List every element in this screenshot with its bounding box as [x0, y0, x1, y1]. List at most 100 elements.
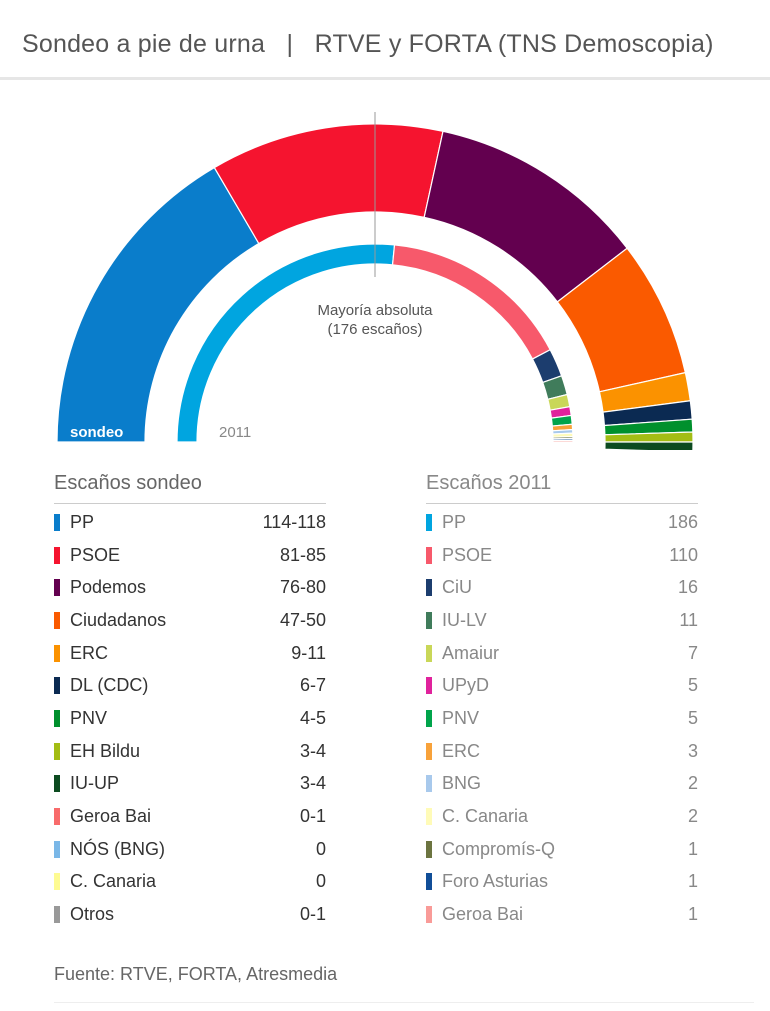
party-seats: 4-5 — [299, 707, 326, 728]
party-color-swatch — [426, 513, 432, 531]
inner-ring-label: 2011 — [219, 424, 251, 441]
header: Sondeo a pie de urna | RTVE y FORTA (TNS… — [0, 0, 770, 80]
party-name: PNV — [70, 707, 108, 728]
party-color-swatch — [426, 742, 432, 760]
party-color-swatch — [426, 611, 432, 629]
table-row: Ciudadanos 47-50 — [54, 604, 326, 637]
source-note: Fuente: RTVE, FORTA, Atresmedia — [54, 964, 338, 984]
party-name: ERC — [442, 740, 481, 761]
table-row: PSOE 81-85 — [54, 539, 326, 572]
table-row: ERC 3 — [426, 735, 698, 768]
seats-table-2011: Escaños 2011 PP 186 PSOE 110 CiU 16 IU-LV 11 Ama… — [426, 472, 698, 931]
party-name: Otros — [70, 904, 115, 925]
parliament-chart: Mayoría absoluta (176 escaños) sondeo 2011 — [0, 100, 770, 450]
table-row: C. Canaria 0 — [54, 866, 326, 899]
party-seats: 0 — [315, 838, 326, 859]
party-name: Compromís-Q — [442, 838, 556, 859]
table-row: PNV 5 — [426, 702, 698, 735]
seat-segment-iu-up — [604, 441, 694, 450]
party-color-swatch — [426, 808, 432, 826]
party-seats: 3-4 — [299, 773, 326, 794]
party-color-swatch — [426, 677, 432, 695]
table-row: PP 114-118 — [54, 506, 326, 539]
seat-segment-psoe — [213, 123, 444, 245]
table-row: CiU 16 — [426, 571, 698, 604]
table-row: Podemos 76-80 — [54, 571, 326, 604]
table-row: Amaiur 7 — [426, 637, 698, 670]
party-name: Ciudadanos — [70, 609, 167, 630]
table-row: PSOE 110 — [426, 539, 698, 572]
party-name: C. Canaria — [442, 806, 529, 827]
party-color-swatch — [426, 546, 432, 564]
party-name: PP — [442, 511, 467, 532]
party-name: Podemos — [70, 577, 147, 598]
table-row: Compromís-Q 1 — [426, 833, 698, 866]
seats-table-sondeo: Escaños sondeo PP 114-118 PSOE 81-85 Podemos… — [54, 472, 326, 931]
table-row: Foro Asturias 1 — [426, 866, 698, 899]
party-seats: 2 — [687, 806, 698, 827]
party-seats: 6-7 — [299, 675, 326, 696]
party-name: IU-UP — [70, 773, 119, 794]
table-row: DL (CDC) 6-7 — [54, 669, 326, 702]
party-color-swatch — [426, 906, 432, 924]
table-row: PP 186 — [426, 506, 698, 539]
party-name: PP — [70, 511, 95, 532]
table-row: Geroa Bai 0-1 — [54, 800, 326, 833]
party-color-swatch — [426, 775, 432, 793]
party-color-swatch — [54, 873, 60, 891]
party-seats: 5 — [687, 707, 698, 728]
party-name: BNG — [442, 773, 482, 794]
party-seats: 186 — [667, 511, 698, 532]
party-color-swatch — [54, 840, 60, 858]
party-color-swatch — [426, 873, 432, 891]
party-seats: 1 — [687, 871, 698, 892]
table-row: EH Bildu 3-4 — [54, 735, 326, 768]
table-row: PNV 4-5 — [54, 702, 326, 735]
party-seats: 9-11 — [291, 642, 326, 663]
party-seats: 1 — [687, 838, 698, 859]
footer-divider — [54, 1002, 754, 1003]
table-row: IU-LV 11 — [426, 604, 698, 637]
seat-segment-pp — [56, 166, 260, 443]
party-seats: 110 — [669, 544, 698, 565]
party-seats: 47-50 — [279, 609, 326, 630]
table-row: C. Canaria 2 — [426, 800, 698, 833]
party-seats: 3-4 — [299, 740, 326, 761]
party-name: UPyD — [442, 675, 490, 696]
party-seats: 0-1 — [299, 904, 326, 925]
majority-seats-label: (176 escaños) — [327, 321, 422, 338]
party-name: C. Canaria — [70, 871, 157, 892]
party-seats: 114-118 — [262, 511, 326, 532]
party-name: Geroa Bai — [442, 904, 524, 925]
party-color-swatch — [54, 611, 60, 629]
party-name: ERC — [70, 642, 109, 663]
party-name: Amaiur — [442, 642, 500, 663]
party-seats: 2 — [687, 773, 698, 794]
table-row: IU-UP 3-4 — [54, 768, 326, 801]
party-color-swatch — [426, 644, 432, 662]
table-header-2011: Escaños 2011 — [426, 472, 698, 504]
party-color-swatch — [54, 709, 60, 727]
party-seats: 16 — [677, 577, 698, 598]
party-name: EH Bildu — [70, 740, 141, 761]
party-seats: 0-1 — [299, 806, 326, 827]
party-color-swatch — [54, 906, 60, 924]
party-seats: 76-80 — [279, 577, 326, 598]
table-header-sondeo: Escaños sondeo — [54, 472, 326, 504]
table-row: Geroa Bai 1 — [426, 898, 698, 931]
party-name: Geroa Bai — [70, 806, 152, 827]
majority-label: Mayoría absoluta — [317, 302, 433, 319]
party-color-swatch — [54, 742, 60, 760]
party-color-swatch — [54, 808, 60, 826]
outer-ring-label: sondeo — [70, 424, 123, 441]
seat-segment-geroa-bai — [552, 439, 574, 443]
table-row: NÓS (BNG) 0 — [54, 833, 326, 866]
party-seats: 81-85 — [279, 544, 326, 565]
party-name: PSOE — [442, 544, 493, 565]
table-row: BNG 2 — [426, 768, 698, 801]
party-color-swatch — [54, 546, 60, 564]
party-name: IU-LV — [442, 609, 487, 630]
table-row: Otros 0-1 — [54, 898, 326, 931]
party-name: NÓS (BNG) — [70, 838, 166, 859]
party-color-swatch — [54, 513, 60, 531]
